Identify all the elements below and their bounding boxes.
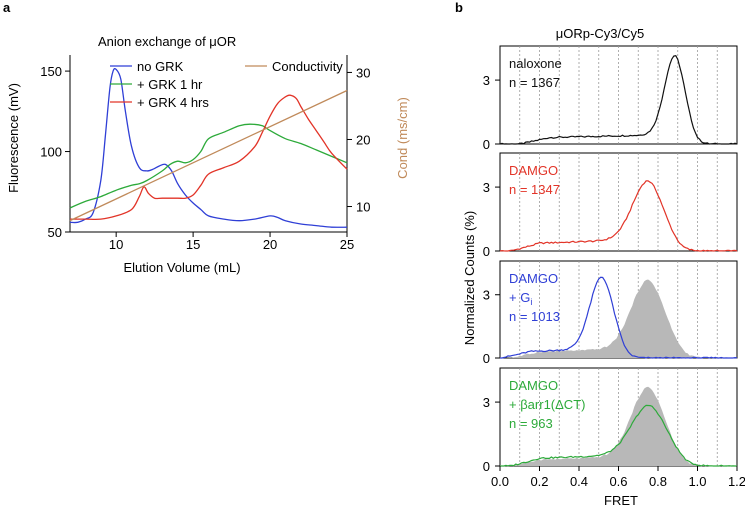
chart-a-legend: no GRK + GRK 1 hr + GRK 4 hrs Conductivity xyxy=(110,59,343,110)
elution-chart: Anion exchange of μOR 10 15 20 255010015010… xyxy=(6,34,410,275)
y-tick-label: 150 xyxy=(40,64,62,79)
x-tick-label: 0.4 xyxy=(570,474,588,489)
panel-b-label: b xyxy=(455,0,463,15)
series-line-grk-1-hr xyxy=(69,123,348,209)
panel-label-line: DAMGO xyxy=(509,271,558,286)
subscript: i xyxy=(530,297,532,307)
histogram-line xyxy=(500,276,738,359)
panel-a-label: a xyxy=(3,0,11,15)
panel-label-line: n = 1013 xyxy=(509,309,560,324)
reference-histogram-fill xyxy=(500,279,737,358)
panel-label-line: n = 1347 xyxy=(509,182,560,197)
reference-histogram-fill xyxy=(500,386,737,466)
y-tick-label: 3 xyxy=(483,288,490,303)
x-tick-label: 10 xyxy=(109,237,123,252)
y-tick-label: 3 xyxy=(483,73,490,88)
y-tick-label: 3 xyxy=(483,180,490,195)
panel-label-line: n = 963 xyxy=(509,416,553,431)
x-tick-label: 0.2 xyxy=(530,474,548,489)
x-tick-label: 0.8 xyxy=(649,474,667,489)
legend-label-conductivity: Conductivity xyxy=(272,59,343,74)
chart-b-title: μORp-Cy3/Cy5 xyxy=(556,26,644,41)
chart-a-y2label: Cond (ms/cm) xyxy=(395,97,410,179)
series-line-no-grk xyxy=(69,67,348,228)
y-tick-label: 0 xyxy=(483,351,490,366)
fret-panel-1: 0 3 naloxone n = 1367 xyxy=(483,45,738,152)
legend-label-grk-1-hr: + GRK 1 hr xyxy=(137,77,203,92)
x-tick-label: 20 xyxy=(263,237,277,252)
y-tick-label: 0 xyxy=(483,459,490,474)
x-tick-label: 0.0 xyxy=(491,474,509,489)
x-tick-label: 1.2 xyxy=(728,474,745,489)
series-line-grk-4-hrs xyxy=(70,94,348,221)
chart-b-xlabel: FRET xyxy=(604,493,638,508)
chart-b-plot: 0 3 naloxone n = 1367 0 3 DAMGO n = 1347 0 3 DAMGO… xyxy=(483,45,745,489)
fret-histograms: μORp-Cy3/Cy5 0 3 naloxone n = 1367 0 3 DAMGO n … xyxy=(462,26,745,508)
histogram-line xyxy=(499,180,738,252)
panel-label-line: n = 1367 xyxy=(509,75,560,90)
panel-label-line: DAMGO xyxy=(509,378,558,393)
y-tick-label: 50 xyxy=(48,225,62,240)
legend-label-no-grk: no GRK xyxy=(137,59,184,74)
panel-label-line: naloxone xyxy=(509,56,562,71)
fret-panel-3: 0 3 DAMGO + Gi n = 1013 xyxy=(483,260,738,366)
series-line-conductivity xyxy=(69,89,348,222)
legend-label-grk-4-hrs: + GRK 4 hrs xyxy=(137,95,209,110)
y2-tick-label: 30 xyxy=(356,65,370,80)
y-tick-label: 100 xyxy=(40,145,62,160)
x-tick-label: 15 xyxy=(186,237,200,252)
fret-panel-2: 0 3 DAMGO n = 1347 xyxy=(483,152,738,259)
chart-b-ylabel: Normalized Counts (%) xyxy=(462,211,477,345)
chart-a-xlabel: Elution Volume (mL) xyxy=(123,260,240,275)
y-tick-label: 0 xyxy=(483,137,490,152)
x-tick-label: 0.6 xyxy=(609,474,627,489)
y2-tick-label: 10 xyxy=(356,200,370,215)
fret-panel-4: 0 3 DAMGO + βarr1(ΔCT) n = 963 0.0 0.2 0.4 0.6 0.… xyxy=(483,367,745,489)
x-tick-label: 25 xyxy=(340,237,354,252)
y-tick-label: 3 xyxy=(483,395,490,410)
y-tick-label: 0 xyxy=(483,244,490,259)
panel-label-line: + βarr1(ΔCT) xyxy=(509,397,585,412)
y2-tick-label: 20 xyxy=(356,132,370,147)
panel-label-line: + Gi xyxy=(509,290,532,307)
chart-a-ylabel: Fluorescence (mV) xyxy=(6,83,21,193)
panel-label-line: DAMGO xyxy=(509,163,558,178)
histogram-line xyxy=(500,404,737,467)
chart-a-title: Anion exchange of μOR xyxy=(98,34,236,49)
chart-a-plot: 10 15 20 25 50 100 150 10 20 30 xyxy=(40,55,370,252)
histogram-line xyxy=(499,55,738,145)
x-tick-label: 1.0 xyxy=(688,474,706,489)
